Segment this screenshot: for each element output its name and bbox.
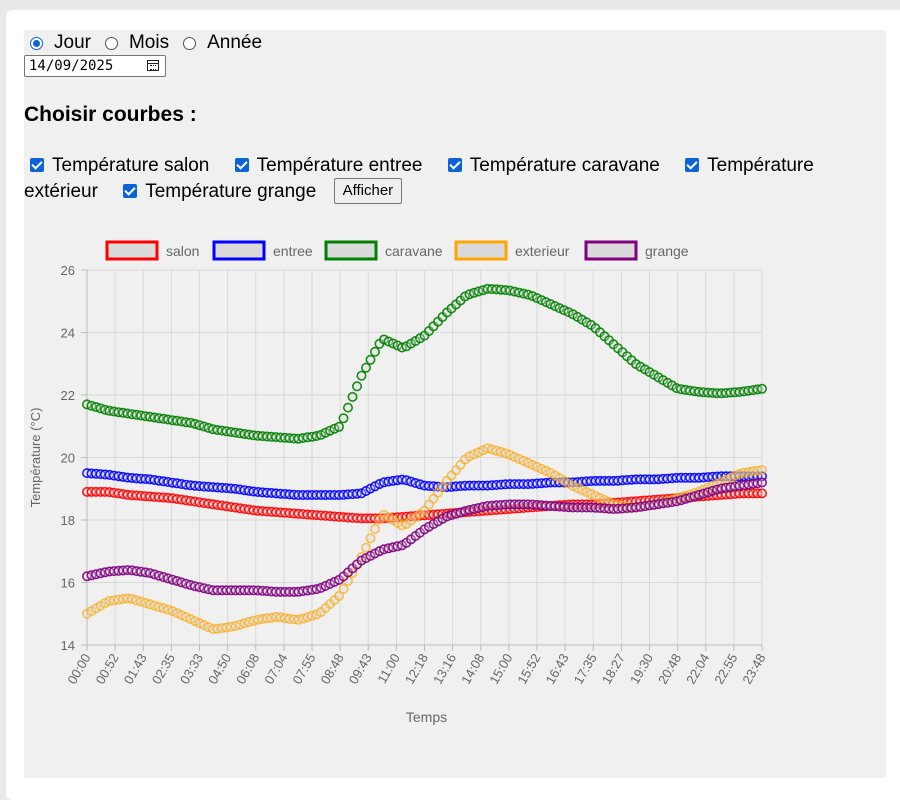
x-tick-label: 08:48	[317, 651, 346, 687]
radio-dot-icon[interactable]	[104, 36, 118, 50]
x-tick-label: 22:55	[711, 651, 740, 687]
date-input[interactable]: 14/09/2025	[24, 55, 166, 77]
y-tick-label: 22	[61, 388, 75, 403]
data-point	[369, 346, 380, 357]
data-point	[365, 533, 376, 544]
data-point	[360, 542, 371, 553]
x-tick-label: 15:52	[514, 651, 543, 687]
y-tick-label: 20	[61, 451, 75, 466]
content-panel	[24, 30, 886, 778]
x-tick-label: 18:27	[599, 651, 628, 687]
data-point	[342, 402, 353, 413]
show-button[interactable]: Afficher	[333, 178, 403, 204]
legend-label-entree: entree	[273, 243, 313, 259]
data-point	[333, 421, 344, 432]
y-axis-title: Température (°C)	[28, 408, 43, 508]
data-point	[360, 362, 371, 373]
x-tick-label: 03:33	[177, 651, 206, 687]
data-point	[756, 465, 767, 476]
calendar-icon[interactable]	[147, 60, 159, 71]
y-tick-label: 16	[61, 576, 75, 591]
x-tick-label: 16:43	[542, 651, 571, 687]
legend-swatch-salon	[105, 240, 159, 261]
checkbox-salon[interactable]	[30, 158, 44, 172]
checkbox-label: Température salon	[52, 155, 210, 176]
legend-swatch-grange	[584, 240, 638, 261]
series-caravane	[81, 283, 767, 444]
x-tick-label: 22:04	[683, 651, 712, 687]
legend-label-caravane: caravane	[385, 243, 443, 259]
radio-jour[interactable]: Jour	[30, 32, 91, 54]
x-tick-label: 06:08	[233, 651, 262, 687]
data-point	[351, 381, 362, 392]
checkbox-entree[interactable]	[234, 158, 249, 172]
data-point	[347, 391, 358, 402]
curves-heading: Choisir courbes :	[24, 103, 197, 126]
radio-label: Mois	[128, 32, 170, 53]
x-tick-label: 09:43	[346, 651, 375, 687]
series-grange	[81, 477, 767, 597]
date-value: 14/09/2025	[29, 58, 114, 74]
curve-checkboxes: Température salon Température entree Tem…	[24, 153, 874, 204]
x-tick-label: 00:00	[64, 651, 93, 687]
legend-swatch-entree	[212, 240, 266, 261]
x-tick-label: 02:35	[149, 651, 178, 687]
radio-label: Année	[207, 32, 263, 53]
data-point	[338, 413, 349, 424]
legend-swatch-caravane	[324, 240, 378, 261]
data-point	[756, 488, 767, 499]
legend-swatch-exterieur	[454, 240, 508, 261]
y-tick-label: 26	[61, 263, 75, 278]
temperature-chart: 1416182022242600:0000:5201:4302:3503:330…	[28, 240, 769, 725]
radio-annee[interactable]: Année	[183, 32, 262, 54]
x-tick-label: 07:55	[289, 651, 318, 687]
legend-label-grange: grange	[645, 243, 689, 259]
checkbox-label: Température grange	[145, 181, 317, 202]
x-tick-label: 04:50	[205, 651, 234, 687]
x-tick-label: 11:00	[374, 651, 403, 686]
checkbox-caravane[interactable]	[447, 158, 462, 172]
x-tick-label: 14:08	[458, 651, 487, 687]
legend-label-exterieur: exterieur	[515, 243, 570, 259]
checkbox-label: Température extérieur	[24, 155, 814, 202]
x-tick-label: 07:04	[261, 651, 290, 687]
x-tick-label: 12:18	[402, 651, 431, 687]
radio-dot-icon[interactable]	[183, 36, 197, 50]
data-point	[365, 354, 376, 365]
x-axis-title: Temps	[406, 709, 447, 725]
period-selector: Jour Mois Année	[30, 32, 276, 54]
data-point	[338, 583, 349, 594]
x-tick-label: 17:35	[571, 651, 600, 687]
x-tick-label: 19:30	[627, 651, 656, 687]
checkbox-exterieur[interactable]	[685, 158, 700, 172]
checkbox-label: Température caravane	[469, 155, 660, 176]
legend-label-salon: salon	[166, 243, 199, 259]
x-tick-label: 13:16	[430, 651, 459, 687]
radio-mois[interactable]: Mois	[104, 32, 170, 54]
y-tick-label: 24	[61, 326, 75, 341]
data-point	[356, 370, 367, 381]
x-tick-label: 01:43	[121, 651, 150, 687]
data-point	[369, 523, 380, 534]
checkbox-label: Température entree	[256, 155, 423, 176]
x-tick-label: 15:00	[486, 651, 515, 687]
x-tick-label: 23:48	[739, 651, 768, 687]
x-tick-label: 20:48	[655, 651, 684, 687]
radio-dot-icon[interactable]	[30, 36, 43, 50]
data-point	[756, 477, 767, 488]
data-point	[333, 590, 344, 601]
y-tick-label: 18	[61, 513, 75, 528]
data-point	[756, 383, 767, 394]
radio-label: Jour	[54, 32, 91, 53]
y-tick-label: 14	[61, 638, 75, 653]
checkbox-grange[interactable]	[123, 184, 138, 198]
x-tick-label: 00:52	[92, 651, 121, 687]
